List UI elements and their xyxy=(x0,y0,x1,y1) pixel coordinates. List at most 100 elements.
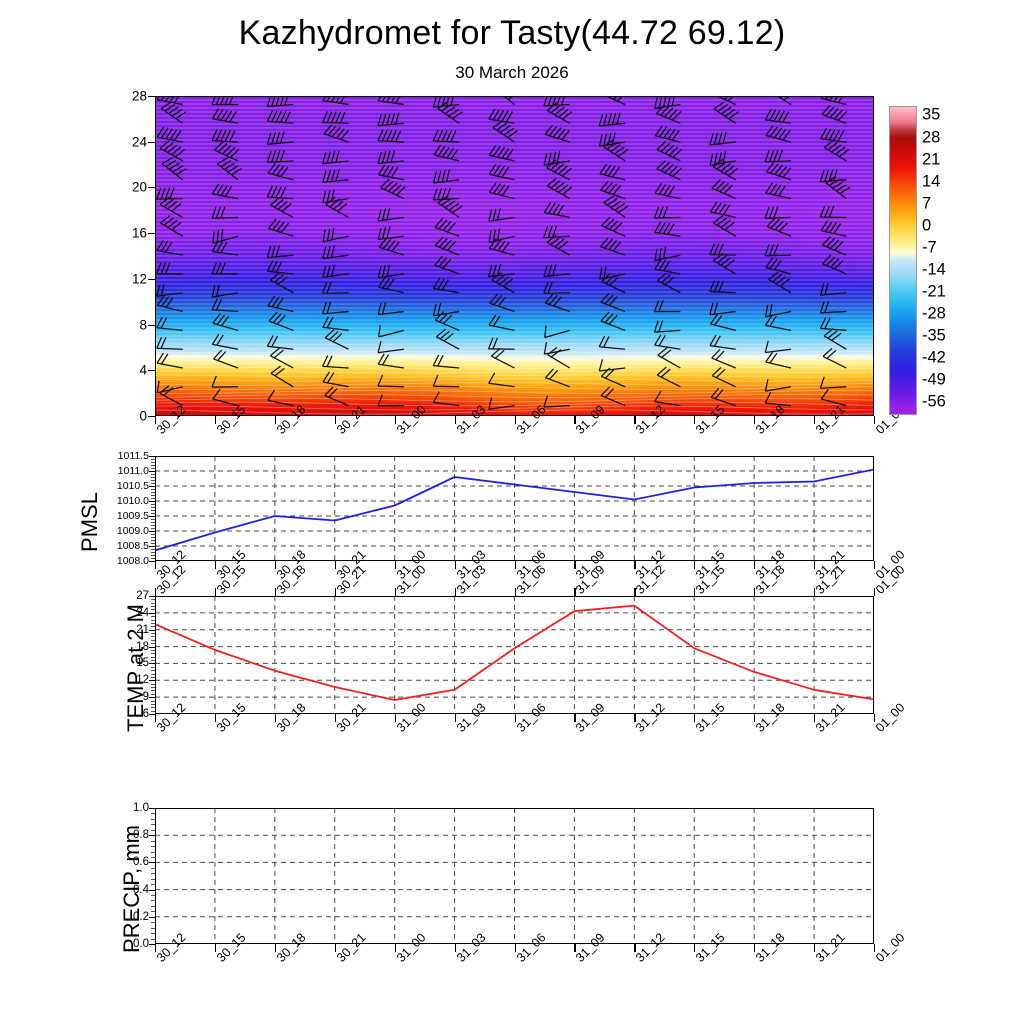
precip-ytick-label: 0.4 xyxy=(133,883,149,896)
temp-2m-xtick xyxy=(634,714,636,722)
sounding-xtick xyxy=(214,416,217,424)
temp-2m-xtick-top xyxy=(394,588,396,596)
temp-2m-xtick xyxy=(155,714,157,722)
pmsl-yminor-tick xyxy=(151,510,155,511)
temp-2m-ytick xyxy=(149,646,155,648)
precip-xtick xyxy=(454,944,456,952)
pmsl-ytick xyxy=(149,546,155,547)
pmsl-yminor-tick xyxy=(151,513,155,514)
pmsl-xtick xyxy=(214,561,217,569)
pmsl-xtick xyxy=(574,561,576,569)
sounding-xtick xyxy=(274,416,277,424)
temp-2m-xtick-top xyxy=(514,588,516,596)
sounding-ytick xyxy=(148,187,155,189)
temp-2m-xtick-top xyxy=(814,588,816,596)
precip-yminor-tick xyxy=(151,851,155,853)
temp-2m-ytick-label: 15 xyxy=(136,657,149,670)
precip-yminor-tick xyxy=(151,884,155,886)
temp-2m-yminor-tick xyxy=(151,660,155,662)
pmsl-ytick-label: 1008.0 xyxy=(116,555,149,567)
sounding-plot-area xyxy=(155,96,874,416)
temp-2m-yminor-tick xyxy=(151,700,155,702)
pmsl-ytick xyxy=(149,516,155,517)
temp-2m-xtick-top xyxy=(754,588,756,596)
precip-xtick xyxy=(814,944,816,952)
pmsl-ytick xyxy=(149,531,155,532)
temp-2m-xtick-top xyxy=(454,588,456,596)
pmsl-axis-title: PMSL xyxy=(76,491,102,552)
pmsl-yminor-tick xyxy=(151,543,155,544)
temp-plot-area xyxy=(155,596,874,714)
temp-2m-xtick-top xyxy=(874,588,876,596)
precip-yminor-tick xyxy=(151,846,155,848)
precip-xtick xyxy=(155,944,157,952)
temp-2m-yminor-tick xyxy=(151,633,155,635)
precip-ytick xyxy=(149,808,155,809)
precip-yminor-tick xyxy=(151,927,155,929)
temp-2m-xtick-top xyxy=(574,588,576,596)
sounding-ytick-label: 8 xyxy=(139,317,147,333)
colorbar-tick-label: -21 xyxy=(922,282,946,301)
pmsl-yminor-tick xyxy=(151,537,155,538)
precip-yminor-tick xyxy=(151,829,155,831)
temp-2m-yminor-tick xyxy=(151,683,155,685)
temp-2m-ytick xyxy=(149,663,155,665)
precip-ytick-label: 0.8 xyxy=(133,829,149,842)
pmsl-yminor-tick xyxy=(151,540,155,541)
pmsl-yminor-tick xyxy=(151,477,155,478)
pmsl-xtick xyxy=(155,561,157,569)
pmsl-panel xyxy=(155,456,874,561)
pmsl-xtick xyxy=(814,561,816,569)
pmsl-ytick-label: 1011.0 xyxy=(117,465,149,477)
temp-2m-xtick-top xyxy=(334,588,336,596)
pmsl-yminor-tick xyxy=(151,495,155,496)
sounding-ytick-label: 12 xyxy=(131,271,147,287)
temp-2m-yminor-tick xyxy=(151,606,155,608)
temp-2m-ytick-label: 12 xyxy=(136,674,149,687)
temp-2m-xtick xyxy=(274,714,277,722)
precip-xtick-label: 01_00 xyxy=(873,930,908,965)
temp-2m-axis-title: TEMP at 2 M xyxy=(122,604,148,732)
precip-yminor-tick xyxy=(151,878,155,880)
precip-xtick xyxy=(514,944,516,952)
colorbar-tick-label: 14 xyxy=(922,172,941,191)
sounding-ytick xyxy=(148,233,155,235)
pmsl-yminor-tick xyxy=(151,492,155,493)
temp-2m-yminor-tick xyxy=(151,670,155,672)
colorbar-tick-label: -42 xyxy=(922,348,946,367)
precip-yminor-tick xyxy=(151,911,155,913)
precip-yminor-tick xyxy=(151,867,155,869)
temp-2m-ytick-label: 18 xyxy=(136,640,149,653)
temp-2m-yminor-tick xyxy=(151,690,155,692)
precip-yminor-tick xyxy=(151,900,155,902)
pmsl-yminor-tick xyxy=(151,459,155,460)
sounding-xtick xyxy=(574,416,576,424)
temp-2m-xtick xyxy=(874,714,876,722)
precip-yminor-tick xyxy=(151,895,155,897)
temp-2m-yminor-tick xyxy=(151,619,155,621)
temp-2m-xtick-top xyxy=(155,588,157,596)
temp-2m-yminor-tick xyxy=(151,636,155,638)
pmsl-ytick xyxy=(149,471,155,472)
colorbar-tick-label: -56 xyxy=(922,392,946,411)
sounding-ytick-label: 24 xyxy=(131,134,147,150)
precip-xtick xyxy=(214,944,217,952)
colorbar-tick-label: 35 xyxy=(922,105,941,124)
colorbar-tick-label: 7 xyxy=(922,194,932,213)
sounding-ytick xyxy=(148,416,155,417)
temp-2m-ytick xyxy=(149,612,155,614)
temp-2m-yminor-tick xyxy=(151,602,155,604)
precip-xtick xyxy=(874,944,876,952)
precip-yminor-tick xyxy=(151,824,155,826)
sounding-xtick xyxy=(334,416,336,424)
pmsl-yminor-tick xyxy=(151,504,155,505)
precip-axis-title: PRECIP, mm xyxy=(118,825,144,953)
precip-ytick xyxy=(149,862,155,864)
sounding-ytick-label: 16 xyxy=(131,225,147,241)
precip-xtick xyxy=(334,944,336,952)
pmsl-xtick xyxy=(694,561,696,569)
temp-series xyxy=(155,596,874,714)
pmsl-ytick-label: 1009.5 xyxy=(116,510,149,522)
pmsl-xtick xyxy=(874,561,876,569)
temp-2m-yminor-tick xyxy=(151,639,155,641)
